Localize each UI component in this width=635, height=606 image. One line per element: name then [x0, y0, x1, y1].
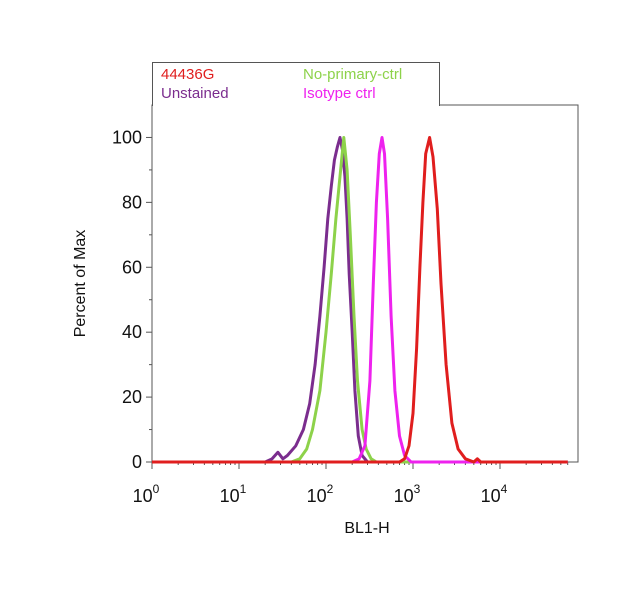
y-axis-title: Percent of Max — [72, 230, 89, 338]
y-tick-label-1: 20 — [122, 387, 142, 407]
series-line-44436g — [152, 136, 568, 464]
y-axis: 0 20 40 60 80 100 — [112, 127, 152, 472]
legend-item-isotype-ctrl: Isotype ctrl — [303, 85, 376, 102]
series-line-isotype-ctrl — [152, 136, 568, 464]
x-tick-label-0: 100 — [133, 482, 160, 506]
x-tick-label-2: 102 — [307, 482, 334, 506]
y-tick-label-5: 100 — [112, 127, 142, 147]
y-tick-label-4: 80 — [122, 192, 142, 212]
y-tick-label-2: 40 — [122, 322, 142, 342]
legend-item-44436g: 44436G — [161, 66, 215, 83]
x-axis: 100 101 102 103 104 — [133, 462, 569, 506]
plot-frame — [151, 104, 579, 463]
legend-item-no-primary-ctrl: No-primary-ctrl — [303, 66, 403, 83]
series-line-no-primary-ctrl — [152, 136, 568, 464]
x-tick-label-4: 104 — [481, 482, 508, 506]
x-tick-label-3: 103 — [394, 482, 421, 506]
y-tick-label-3: 60 — [122, 257, 142, 277]
x-axis-title: BL1-H — [344, 520, 389, 537]
y-tick-label-0: 0 — [132, 452, 142, 472]
series-layer — [152, 136, 568, 464]
x-tick-label-1: 101 — [220, 482, 247, 506]
legend: 44436G No-primary-ctrl Unstained Isotype… — [152, 62, 440, 106]
legend-item-unstained: Unstained — [161, 85, 229, 102]
series-line-unstained — [152, 136, 568, 464]
